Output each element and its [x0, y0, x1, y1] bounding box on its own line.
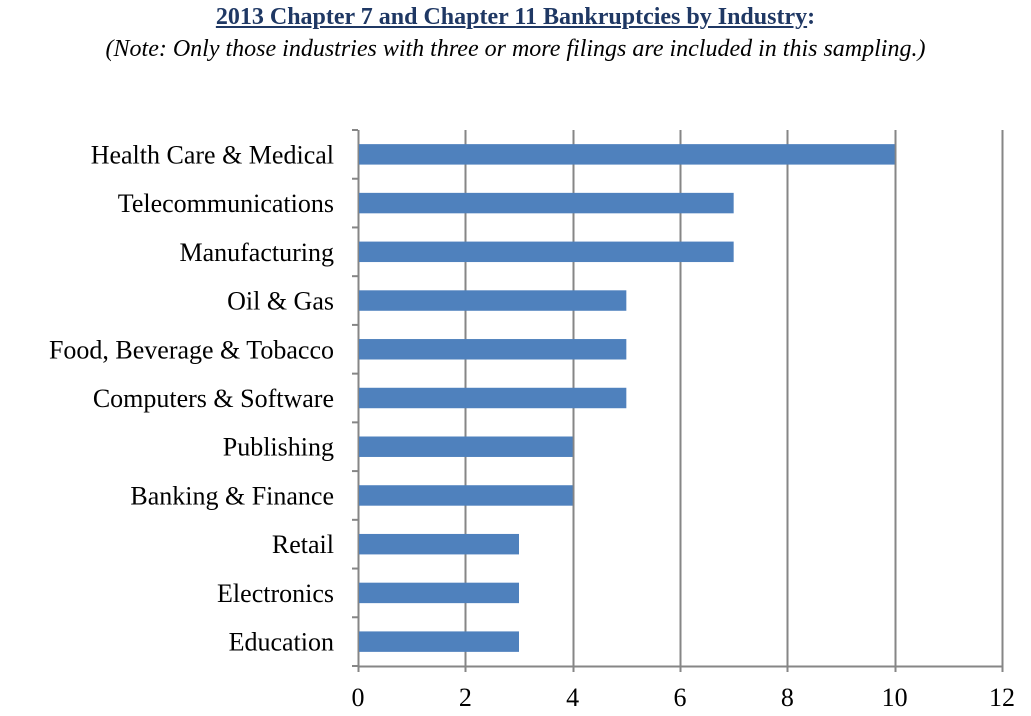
x-tick-label: 4 [566, 683, 579, 712]
x-tick-label: 0 [352, 683, 365, 712]
chart-title: 2013 Chapter 7 and Chapter 11 Bankruptci… [0, 2, 1031, 32]
category-label: Retail [272, 530, 334, 559]
chart-title-main: 2013 Chapter 7 and Chapter 11 Bankruptci… [215, 4, 808, 30]
category-label: Food, Beverage & Tobacco [49, 335, 334, 364]
category-label: Manufacturing [179, 238, 334, 267]
x-tick-label: 6 [674, 683, 687, 712]
category-label: Health Care & Medical [91, 140, 334, 169]
axes [352, 129, 1004, 672]
category-labels: Health Care & Medical Telecommunications M… [49, 140, 334, 656]
bar [359, 631, 519, 652]
grid-lines [464, 130, 1004, 666]
category-label: Publishing [223, 433, 334, 462]
category-label: Education [229, 628, 334, 657]
x-tick-label: 2 [459, 683, 472, 712]
bar [359, 533, 519, 555]
bar [359, 192, 734, 214]
bar [359, 582, 519, 604]
bar [359, 290, 627, 311]
bar [359, 144, 895, 165]
chart-title-suffix: : [807, 4, 816, 30]
category-label: Banking & Finance [130, 481, 334, 510]
category-label: Oil & Gas [227, 287, 334, 316]
chart-subtitle: (Note: Only those industries with three … [105, 36, 926, 62]
bar [359, 339, 627, 360]
bar [359, 485, 573, 506]
bar [359, 387, 627, 409]
x-tick-label: 8 [781, 683, 794, 712]
category-label: Electronics [217, 579, 334, 608]
bar [359, 436, 573, 457]
bar [359, 241, 734, 263]
bars [359, 144, 895, 652]
x-tick-labels: 0 2 4 6 8 10 12 [352, 683, 1016, 712]
category-label: Computers & Software [93, 384, 334, 413]
x-tick-label: 12 [989, 683, 1015, 712]
x-tick-label: 10 [882, 683, 908, 712]
category-label: Telecommunications [118, 189, 334, 218]
